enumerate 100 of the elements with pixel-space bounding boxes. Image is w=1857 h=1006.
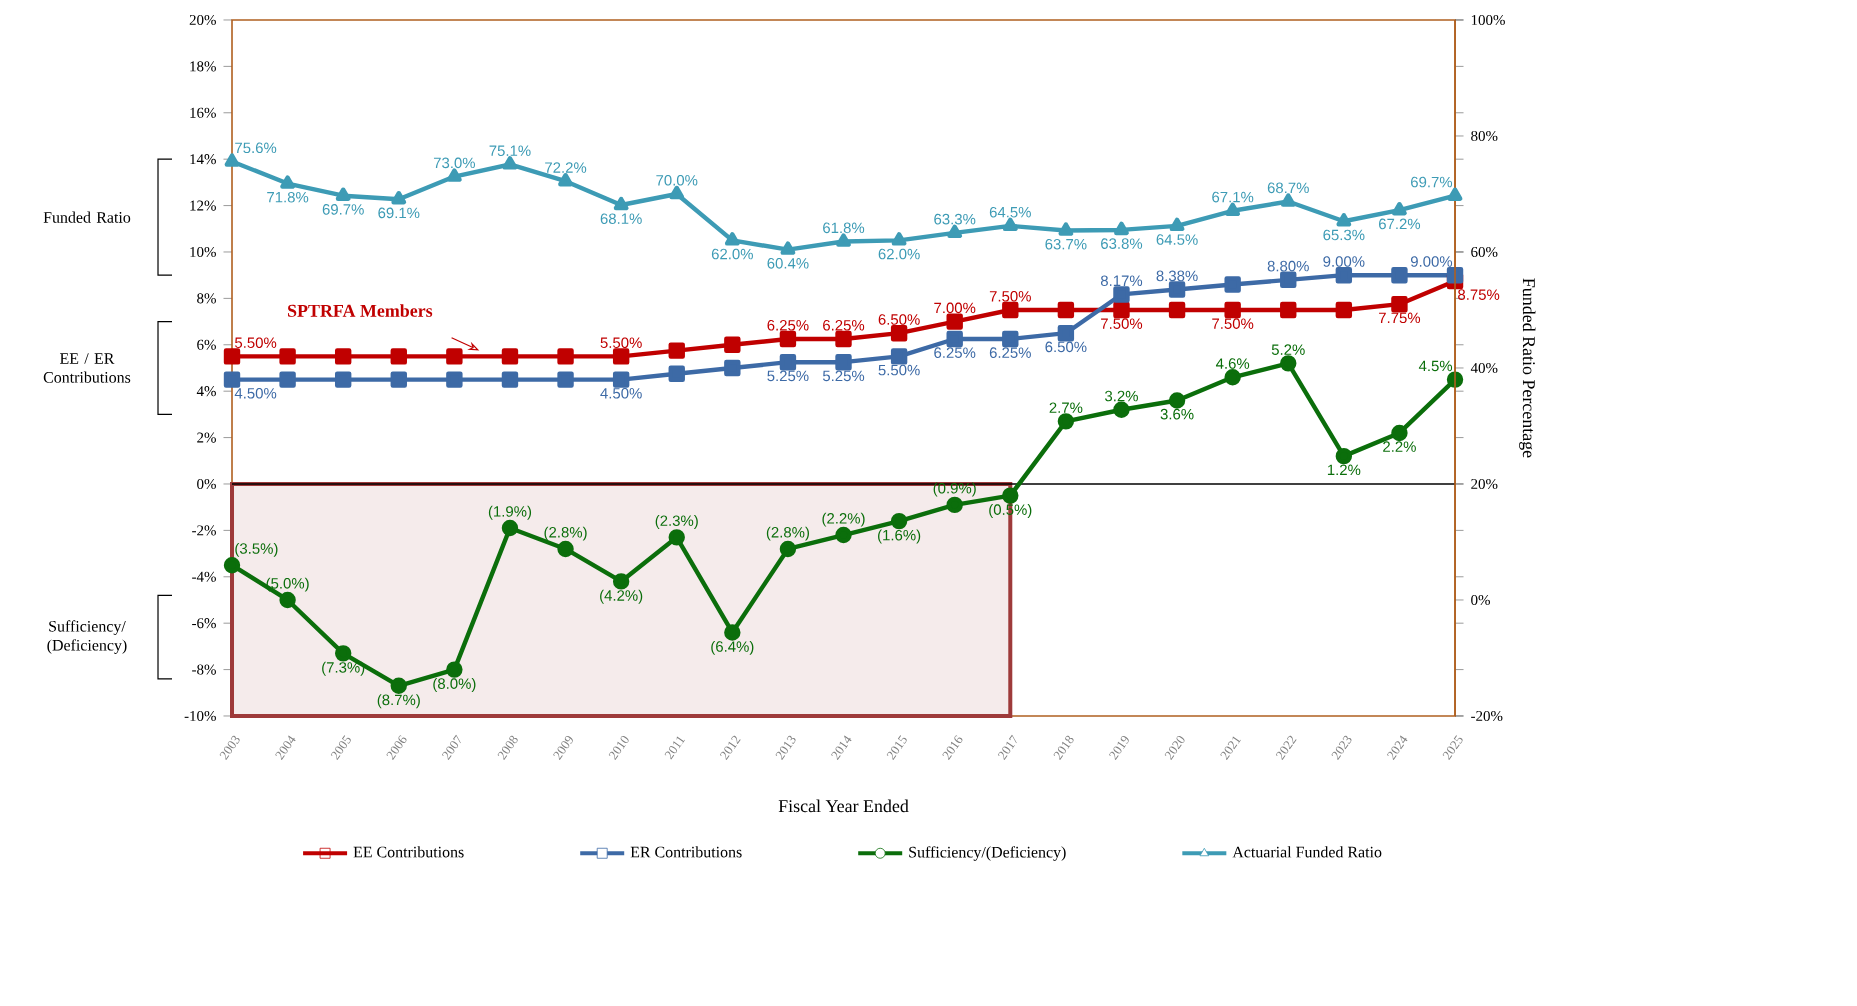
data-label: 7.50%	[1212, 318, 1254, 329]
data-label: 63.3%	[934, 213, 976, 225]
data-label: 5.25%	[822, 370, 865, 382]
data-label: (5.0%)	[266, 577, 309, 592]
y-tick-label: -8%	[192, 664, 216, 675]
data-label: 4.6%	[1215, 358, 1250, 369]
data-label: 65.3%	[1323, 229, 1365, 241]
data-label: (1.6%)	[878, 529, 921, 544]
y2-tick-label: 40%	[1470, 362, 1498, 374]
text: EE / ER Contributions	[43, 353, 131, 383]
y-tick-label: 2%	[197, 432, 216, 443]
data-label: 69.7%	[322, 204, 364, 215]
annotation: SPTRFA Members	[288, 304, 433, 317]
legend-label: EE Contributions	[353, 846, 464, 858]
y-tick-label: 8%	[197, 293, 216, 304]
legend-label: Actuarial Funded Ratio	[1232, 846, 1382, 858]
data-label: (2.3%)	[655, 515, 698, 529]
data-label: 6.25%	[989, 347, 1031, 358]
y2-tick-label: 100%	[1471, 14, 1505, 26]
data-label: (6.4%)	[711, 640, 754, 655]
data-label: 5.25%	[767, 370, 809, 382]
data-label: 1.2%	[1327, 464, 1361, 476]
legend-label: ER Contributions	[630, 846, 742, 858]
data-label: 3.6%	[1160, 408, 1194, 420]
data-label: 69.7%	[1411, 176, 1453, 188]
data-label: 61.8%	[823, 222, 865, 234]
y-tick-label: 0%	[197, 478, 216, 490]
data-label: 5.50%	[878, 364, 920, 376]
y-tick-label: -4%	[192, 571, 216, 582]
data-label: 67.1%	[1212, 191, 1254, 203]
data-label: 5.2%	[1271, 344, 1305, 355]
data-label: (4.2%)	[600, 589, 643, 604]
data-label: 73.0%	[433, 157, 476, 169]
data-label: 72.2%	[545, 162, 587, 173]
legend-label: Sufficiency/(Deficiency)	[909, 846, 1066, 861]
y-tick-label: 14%	[190, 154, 216, 165]
y-tick-label: -2%	[192, 525, 216, 536]
data-label: 9.00%	[1410, 256, 1453, 267]
data-label: 3.2%	[1105, 390, 1138, 402]
data-label: 62.0%	[878, 248, 920, 260]
data-label: (2.8%)	[766, 526, 810, 541]
data-label: 7.75%	[1379, 312, 1421, 324]
data-label: 4.50%	[600, 387, 642, 399]
data-label: 2.2%	[1383, 441, 1416, 452]
data-label: 63.7%	[1045, 238, 1087, 250]
data-label: 8.17%	[1100, 275, 1143, 287]
data-label: 68.1%	[600, 213, 642, 224]
data-label: 62.0%	[711, 248, 753, 260]
data-label: (1.9%)	[488, 505, 532, 520]
y-tick-label: -6%	[192, 618, 216, 629]
y-tick-label: 4%	[196, 386, 216, 397]
y2-tick-label: -20%	[1471, 710, 1503, 722]
data-label: 6.25%	[823, 320, 865, 331]
data-label: 63.8%	[1101, 238, 1143, 249]
y2-tick-label: 20%	[1471, 478, 1498, 490]
data-label: 67.2%	[1379, 218, 1421, 230]
data-label: 4.5%	[1418, 360, 1453, 372]
y-tick-label: 10%	[190, 246, 216, 258]
data-label: (0.9%)	[933, 482, 976, 497]
y2-tick-label: 60%	[1471, 246, 1498, 258]
y2-tick-label: 0%	[1471, 594, 1490, 606]
data-label: (3.5%)	[235, 542, 278, 557]
data-label: 69.1%	[378, 207, 420, 219]
data-label: 5.50%	[235, 337, 277, 348]
data-label: 64.5%	[989, 206, 1031, 218]
text: Funded Ratio	[43, 211, 131, 223]
y-tick-label: 12%	[190, 200, 216, 211]
data-label: 6.25%	[767, 320, 809, 331]
data-label: 4.50%	[234, 387, 277, 399]
data-label: 8.38%	[1156, 270, 1198, 282]
y-tick-label: 16%	[190, 107, 216, 118]
data-label: 60.4%	[767, 258, 809, 269]
data-label: (8.0%)	[433, 678, 476, 692]
data-label: 70.0%	[656, 174, 698, 186]
data-label: 8.80%	[1267, 260, 1309, 272]
data-label: 7.50%	[989, 291, 1031, 302]
data-label: 71.8%	[267, 191, 309, 203]
data-label: (2.8%)	[544, 526, 587, 541]
data-label: (8.7%)	[377, 694, 420, 709]
data-label: 7.50%	[1101, 318, 1143, 329]
data-label: 8.75%	[1458, 289, 1500, 300]
y-tick-label: -10%	[184, 710, 216, 722]
data-label: 9.00%	[1323, 256, 1365, 267]
data-label: 68.7%	[1267, 182, 1309, 194]
data-label: 6.25%	[934, 347, 976, 358]
data-label: 6.50%	[878, 314, 920, 325]
data-label: 75.6%	[235, 142, 277, 154]
text: Sufficiency/ (Deficiency)	[47, 620, 127, 654]
data-label: 2.7%	[1049, 402, 1083, 413]
data-label: 5.50%	[600, 337, 642, 348]
y2-axis-title: Funded Ratio Percentage	[1519, 278, 1536, 458]
y-tick-label: 20%	[189, 14, 216, 26]
data-label: (2.2%)	[822, 512, 865, 527]
data-label: 6.50%	[1045, 341, 1087, 353]
data-label: 75.1%	[489, 145, 531, 156]
data-label: 64.5%	[1156, 234, 1198, 245]
y-tick-label: 18%	[190, 61, 216, 72]
x-axis-title: Fiscal Year Ended	[778, 799, 909, 813]
y2-tick-label: 80%	[1471, 130, 1498, 142]
y-tick-label: 6%	[197, 339, 216, 350]
